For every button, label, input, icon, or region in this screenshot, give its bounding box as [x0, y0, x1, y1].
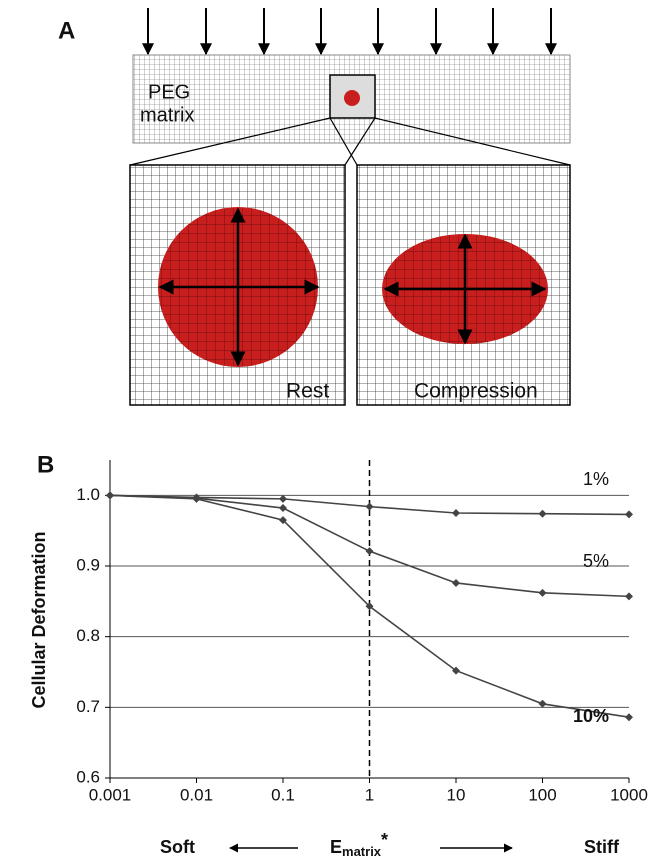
y-tick-label: 0.8 [76, 626, 100, 645]
y-tick-label: 1.0 [76, 485, 100, 504]
soft-label: Soft [160, 837, 195, 857]
series-label: 10% [573, 706, 609, 726]
y-axis-label: Cellular Deformation [29, 531, 49, 708]
data-point [366, 503, 374, 511]
data-point [452, 579, 460, 587]
data-point [279, 504, 287, 512]
x-tick-label: 0.1 [271, 785, 295, 804]
x-tick-label: 1 [365, 785, 374, 804]
series-label: 5% [583, 551, 609, 571]
x-tick-label: 0.01 [180, 785, 213, 804]
matrix-label: PEG [148, 81, 190, 103]
x-label-base: E [330, 837, 342, 857]
data-point [279, 495, 287, 503]
x-label-subscript: matrix [342, 844, 382, 859]
x-tick-label: 10 [447, 785, 466, 804]
panel-label: B [37, 451, 54, 478]
matrix-label: matrix [140, 104, 194, 126]
data-point [625, 592, 633, 600]
series-label: 1% [583, 469, 609, 489]
y-tick-label: 0.7 [76, 697, 100, 716]
compression-label: Compression [414, 380, 538, 403]
data-point [366, 547, 374, 555]
data-point [625, 713, 633, 721]
data-point [539, 510, 547, 518]
x-axis-label: Ematrix* [330, 830, 388, 860]
x-tick-label: 0.001 [89, 785, 132, 804]
x-label-suffix: * [381, 830, 388, 850]
data-point [625, 510, 633, 518]
rest-label: Rest [286, 380, 329, 403]
figure: A PEG matrix Rest Compression BCel [0, 0, 667, 861]
panel-b: B Cellular Deformation 0.6 0.7 0.8 0.9 1.0 0.00… [29, 451, 648, 859]
x-tick-label: 1000 [610, 785, 648, 804]
y-tick-label: 0.6 [76, 767, 100, 786]
panel-a: A PEG matrix Rest Compression [58, 8, 570, 405]
data-point [106, 491, 114, 499]
data-point [539, 700, 547, 708]
cell-small [344, 90, 360, 106]
x-tick-label: 100 [528, 785, 556, 804]
y-tick-label: 0.9 [76, 555, 100, 574]
data-point [452, 509, 460, 517]
data-point [193, 495, 201, 503]
stiff-label: Stiff [584, 837, 620, 857]
load-arrows [148, 8, 551, 54]
data-point [539, 589, 547, 597]
panel-label: A [58, 17, 75, 44]
